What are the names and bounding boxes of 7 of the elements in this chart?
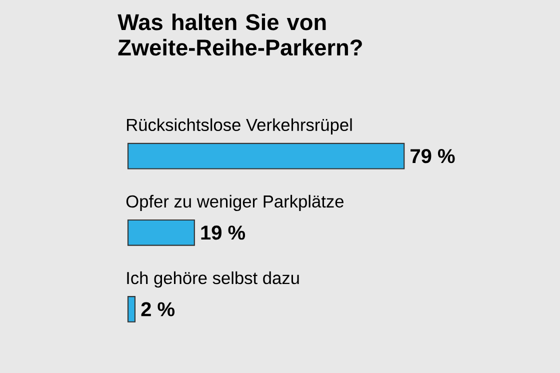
- y-tick-label: Rücksichtslose Verkehrsrüpel: [127, 118, 352, 134]
- y-tick-label: Opfer zu weniger Parkplätze: [126, 194, 344, 211]
- data-label: 2 %: [141, 302, 175, 316]
- data-label: 79 %: [410, 148, 455, 163]
- y-tick-label: Ich gehöre selbst dazu: [127, 271, 299, 288]
- chart-title: Was halten Sie von Zweite-Reihe-Parkern?: [118, 13, 362, 56]
- data-label: 19 %: [201, 225, 246, 240]
